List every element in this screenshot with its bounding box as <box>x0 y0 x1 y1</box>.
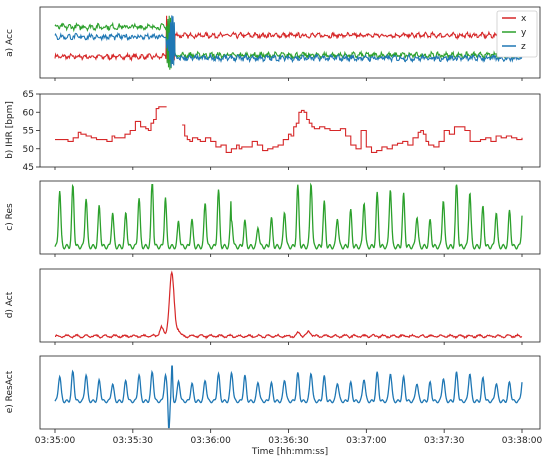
ihr-yticks: 45 50 55 60 65 <box>23 90 40 173</box>
panel-acc: a) Acc x y z <box>5 6 541 79</box>
resact-series <box>54 365 523 429</box>
act-series <box>55 270 523 340</box>
panel-acc-ylabel: a) Acc <box>5 29 15 57</box>
y-tick-label: 50 <box>23 145 35 155</box>
legend-y-label: y <box>521 28 527 38</box>
x-tick-label: 03:36:30 <box>268 436 309 446</box>
panel-act: d) Act <box>5 268 541 343</box>
panel-res-ylabel: c) Res <box>5 203 15 231</box>
act-lines <box>55 270 523 340</box>
panel-resact-frame <box>39 355 541 430</box>
x-tick-label: 03:35:30 <box>113 436 154 446</box>
panel-ihr-ylabel: b) IHR [bpm] <box>5 101 15 159</box>
panel-res: c) Res <box>5 180 541 255</box>
res-series <box>54 182 523 250</box>
res-lines <box>54 182 523 250</box>
x-tick-label: 03:36:00 <box>190 436 231 446</box>
y-tick-label: 55 <box>23 127 34 137</box>
acc-lines <box>54 15 523 70</box>
x-tick-label: 03:37:30 <box>424 436 465 446</box>
panel-resact: e) ResAct <box>5 355 541 430</box>
legend-z-label: z <box>521 42 526 52</box>
legend-x-label: x <box>521 14 527 24</box>
x-tick-label: 03:37:00 <box>346 436 387 446</box>
x-tick-label: 03:35:00 <box>35 436 76 446</box>
acc-series-y <box>54 15 523 70</box>
panel-act-frame <box>39 268 541 343</box>
ihr-lines <box>55 106 523 153</box>
panel-res-frame <box>39 180 541 255</box>
panel-ihr: b) IHR [bpm] 45 50 55 60 65 <box>5 90 541 173</box>
ihr-segment-0 <box>55 106 167 142</box>
ihr-segment-1 <box>182 109 523 153</box>
acc-series-z <box>54 15 523 68</box>
x-axis-ticks: 03:35:00 03:35:30 03:36:00 03:36:30 03:37:00… <box>35 78 543 446</box>
acc-legend: x y z <box>496 10 538 58</box>
resact-lines <box>54 365 523 429</box>
x-axis-label: Time [hh:mm:ss] <box>251 447 328 457</box>
panel-act-ylabel: d) Act <box>5 291 15 318</box>
y-tick-label: 60 <box>23 108 35 118</box>
acc-series-x <box>54 15 523 62</box>
y-tick-label: 65 <box>23 90 34 100</box>
panel-resact-ylabel: e) ResAct <box>5 370 15 413</box>
y-tick-label: 45 <box>23 163 34 173</box>
panel-acc-frame <box>39 6 541 79</box>
x-tick-label: 03:38:00 <box>502 436 543 446</box>
